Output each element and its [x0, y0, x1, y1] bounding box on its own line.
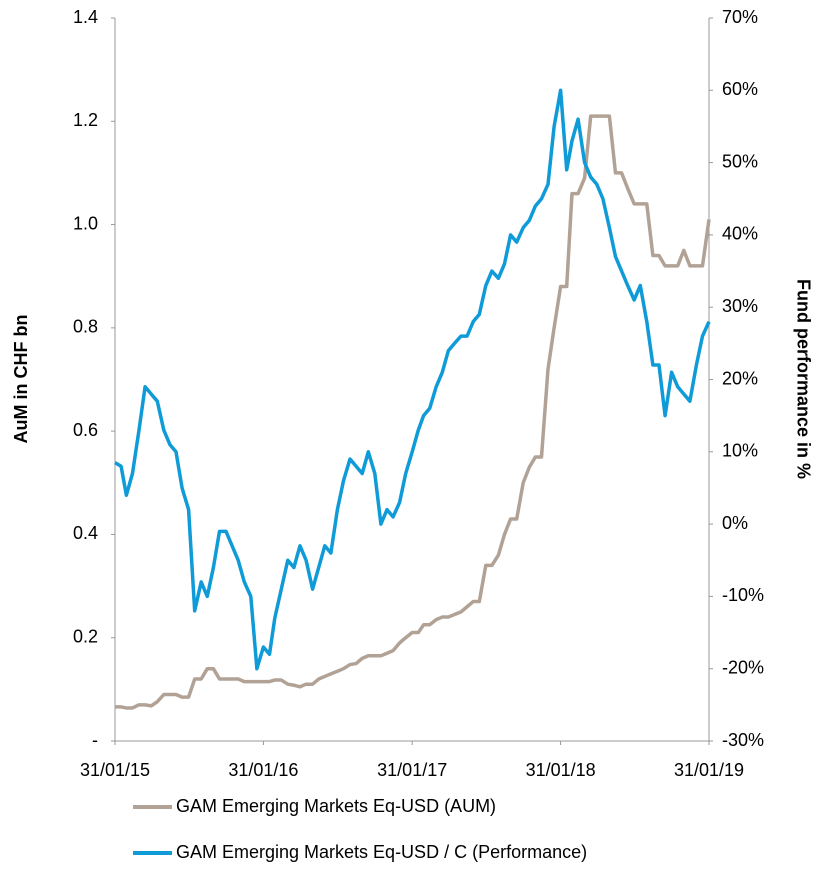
- y2-tick-label: -30%: [722, 730, 764, 750]
- series-line: [115, 114, 711, 710]
- y-tick-label: 1.4: [73, 7, 98, 27]
- legend-label: GAM Emerging Markets Eq-USD / C (Perform…: [176, 842, 587, 862]
- y2-axis-label: Fund performance in %: [793, 279, 813, 479]
- y2-tick-label: 70%: [722, 7, 758, 27]
- x-tick-label: 31/01/18: [526, 760, 596, 780]
- y2-tick-label: 30%: [722, 296, 758, 316]
- y2-tick-label: 20%: [722, 368, 758, 388]
- y2-tick-label: 10%: [722, 441, 758, 461]
- x-tick-label: 31/01/16: [228, 760, 298, 780]
- x-tick-label: 31/01/15: [80, 760, 150, 780]
- y2-tick-label: -20%: [722, 657, 764, 677]
- legend-label: GAM Emerging Markets Eq-USD (AUM): [176, 796, 496, 816]
- y2-tick-label: -10%: [722, 585, 764, 605]
- y2-tick-label: 60%: [722, 79, 758, 99]
- y-tick-label: 0.4: [73, 523, 98, 543]
- y-tick-label: 0.8: [73, 317, 98, 337]
- y-axis-label: AuM in CHF bn: [11, 315, 31, 444]
- y2-tick-label: 40%: [722, 224, 758, 244]
- y-tick-label: 0.2: [73, 626, 98, 646]
- x-tick-label: 31/01/17: [377, 760, 447, 780]
- y2-tick-label: 50%: [722, 151, 758, 171]
- y-tick-label: 0.6: [73, 420, 98, 440]
- y-tick-label: 1.2: [73, 110, 98, 130]
- y2-tick-label: 0%: [722, 513, 748, 533]
- series-line: [114, 88, 711, 671]
- y-tick-label: 1.0: [73, 213, 98, 233]
- x-tick-label: 31/01/19: [674, 760, 744, 780]
- y-tick-label: -: [92, 730, 98, 750]
